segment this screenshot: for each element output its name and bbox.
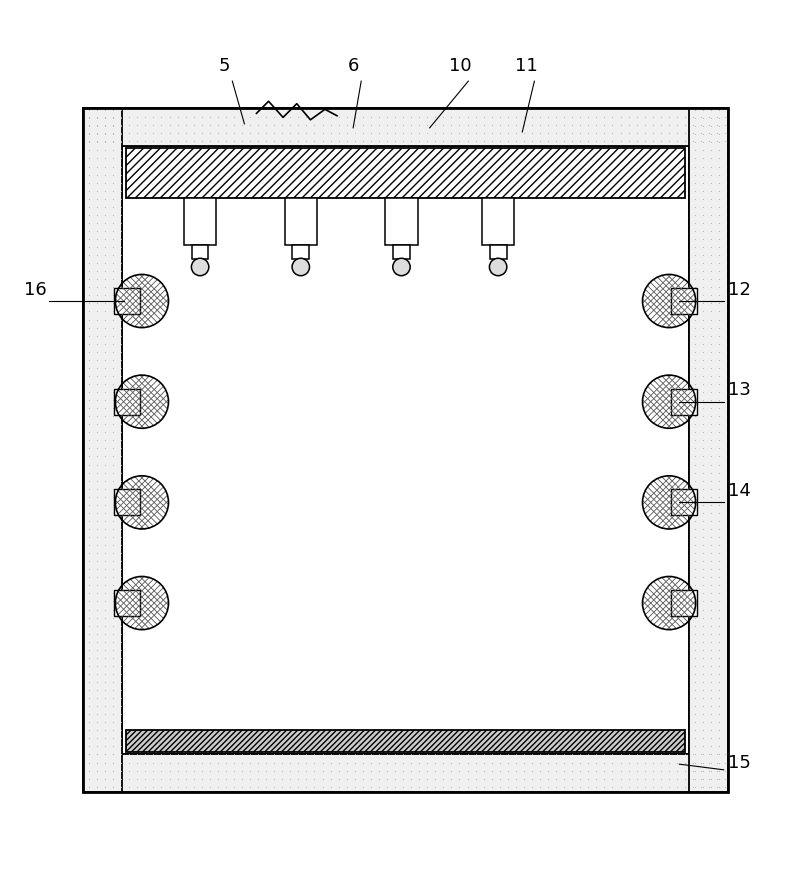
Text: 10: 10 [449,57,471,76]
Text: 12: 12 [727,281,750,299]
Bar [393,244,410,260]
Bar [490,244,507,260]
Text: 15: 15 [727,755,750,772]
Bar [84,108,122,792]
Text: 6: 6 [347,57,358,76]
Bar [184,198,217,244]
Bar [114,389,140,415]
Circle shape [393,259,410,276]
Bar [293,244,309,260]
Bar [126,730,685,752]
Bar [84,108,727,792]
Bar [385,198,418,244]
Bar [671,490,697,516]
Bar [689,108,727,792]
Bar [191,244,208,260]
Bar [122,146,689,754]
Bar [114,288,140,314]
Circle shape [489,259,507,276]
Bar [126,148,685,198]
Circle shape [292,259,310,276]
Circle shape [191,259,208,276]
Text: 16: 16 [24,281,46,299]
Text: 5: 5 [218,57,230,76]
Bar [126,730,685,752]
Text: 11: 11 [515,57,538,76]
Bar [84,754,727,792]
Bar [84,108,727,146]
Bar [671,389,697,415]
Bar [482,198,514,244]
Bar [671,288,697,314]
Bar [285,198,317,244]
Bar [114,490,140,516]
Bar [114,591,140,616]
Text: 13: 13 [727,381,750,400]
Bar [671,591,697,616]
Text: 14: 14 [727,482,750,500]
